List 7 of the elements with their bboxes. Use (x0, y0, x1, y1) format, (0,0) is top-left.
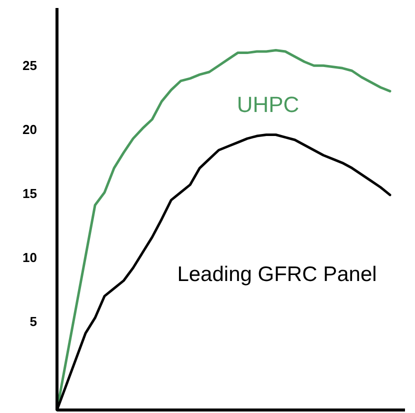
y-tick-label: 5 (30, 314, 37, 330)
y-tick-label: 15 (22, 186, 37, 202)
series-label: Leading GFRC Panel (177, 263, 377, 286)
y-tick-label: 20 (22, 122, 37, 138)
series-label: UHPC (236, 92, 300, 117)
y-tick-label: 10 (22, 250, 37, 266)
y-tick-label: 25 (22, 58, 37, 74)
